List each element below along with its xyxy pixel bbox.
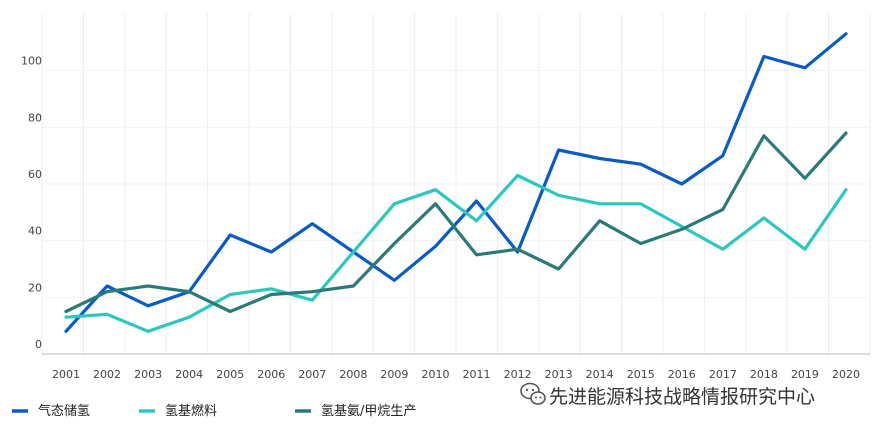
x-tick-label: 2009 xyxy=(380,368,408,381)
x-tick-label: 2017 xyxy=(709,368,737,381)
series-layer xyxy=(64,32,848,333)
x-tick-label: 2010 xyxy=(421,368,449,381)
x-tick-label: 2013 xyxy=(545,368,573,381)
y-tick-label: 60 xyxy=(28,168,42,181)
x-tick-label: 2019 xyxy=(791,368,819,381)
legend-label: 气态储氢 xyxy=(38,403,90,419)
legend-label: 氢基燃料 xyxy=(165,403,217,419)
watermark-text: 先进能源科技战略情报研究中心 xyxy=(549,386,815,408)
x-tick-label: 2018 xyxy=(750,368,778,381)
x-tick-label: 2012 xyxy=(504,368,532,381)
wechat-icon xyxy=(520,382,546,405)
x-tick-label: 2016 xyxy=(668,368,696,381)
grid-layer xyxy=(41,14,871,354)
x-tick-label: 2005 xyxy=(216,368,244,381)
series-line-2 xyxy=(64,173,848,333)
y-tick-label: 100 xyxy=(21,55,42,68)
x-tick-label: 2002 xyxy=(93,368,121,381)
x-tick-label: 2011 xyxy=(463,368,491,381)
x-tick-label: 2006 xyxy=(257,368,285,381)
legend: 气态储氢 氢基燃料 氢基氨/甲烷生产 xyxy=(12,403,416,419)
y-tick-label: 80 xyxy=(28,111,42,124)
x-tick-label: 2020 xyxy=(832,368,860,381)
legend-item: 氢基燃料 xyxy=(139,403,217,419)
legend-item: 气态储氢 xyxy=(12,403,90,419)
series-line-3 xyxy=(64,131,848,314)
x-tick-label: 2001 xyxy=(52,368,80,381)
axis-layer: 0 20 40 60 80 100 2001 2002 2003 2004 2005 2006 2007… xyxy=(21,55,870,381)
x-tick-label: 2015 xyxy=(627,368,655,381)
x-tick-label: 2014 xyxy=(586,368,614,381)
legend-label: 氢基氨/甲烷生产 xyxy=(321,404,416,419)
x-tick-label: 2003 xyxy=(134,368,162,381)
legend-item: 氢基氨/甲烷生产 xyxy=(295,404,416,419)
y-tick-label: 0 xyxy=(35,338,42,351)
series-line-1 xyxy=(64,32,848,333)
watermark: 先进能源科技战略情报研究中心 xyxy=(520,382,815,408)
x-tick-label: 2008 xyxy=(339,368,367,381)
x-tick-label: 2007 xyxy=(298,368,326,381)
y-tick-label: 40 xyxy=(28,225,42,238)
y-tick-label: 20 xyxy=(28,281,42,294)
x-tick-label: 2004 xyxy=(175,368,203,381)
